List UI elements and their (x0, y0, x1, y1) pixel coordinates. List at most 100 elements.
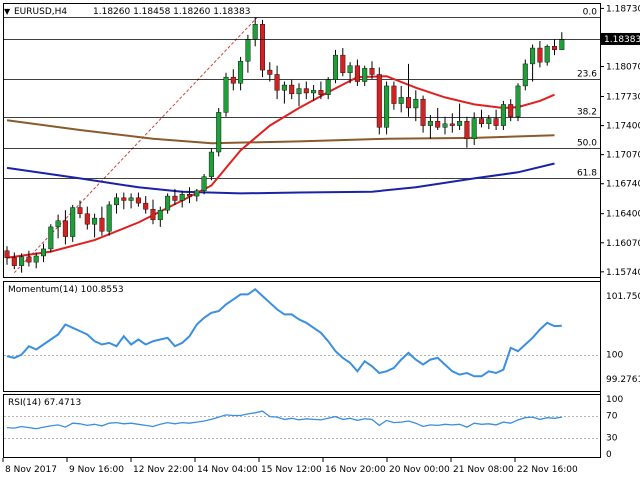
fib-level-label: 23.6 (577, 70, 597, 80)
candle-body (194, 190, 200, 197)
candle-body (384, 85, 390, 128)
candle-body (201, 176, 207, 191)
candle-body (435, 120, 441, 128)
candle-body (84, 213, 90, 225)
candle-body (296, 88, 302, 95)
time-tick-label: 12 Nov 22:00 (133, 465, 194, 475)
candle-body (442, 123, 448, 128)
candle-body (354, 65, 360, 82)
candle-body (537, 47, 543, 63)
candle-body (544, 46, 550, 63)
sma20-line (6, 75, 555, 259)
time-tick-label: 8 Nov 2017 (5, 465, 57, 475)
price-tick-label: 1.18070 (606, 63, 640, 73)
candle-body (508, 104, 514, 117)
sma200-line (6, 162, 555, 195)
candle-body (26, 256, 32, 263)
candle-body (41, 248, 47, 257)
time-tick-label: 9 Nov 16:00 (69, 465, 124, 475)
rsi-title: RSI(14) 67.4713 (8, 398, 81, 408)
time-tick-label: 16 Nov 20:00 (325, 465, 386, 475)
candle-body (500, 104, 506, 126)
candle-body (165, 195, 171, 211)
candle-body (157, 209, 163, 221)
rsi-tick-label: 30 (606, 434, 618, 444)
axis-labels-layer: 1.18730 1.18070 1.17730 1.17400 1.17070 1.167… (2, 4, 640, 475)
candle-body (406, 97, 412, 109)
candle-body (150, 209, 156, 221)
momentum-tick-label: 100 (606, 351, 623, 361)
candle-body (347, 65, 353, 73)
candle-body (70, 207, 76, 237)
candle-body (530, 47, 536, 65)
symbol-dropdown-icon[interactable]: ▼ (4, 7, 11, 16)
momentum-line (6, 288, 562, 378)
sma100-line (6, 119, 555, 145)
candle-body (303, 88, 309, 94)
current-price-box (601, 32, 640, 45)
candles-layer (4, 17, 565, 273)
momentum-layer: 101.7504 100 99.2761 (4, 288, 640, 385)
candle-body (245, 39, 251, 62)
price-tick-label: 1.16400 (606, 210, 640, 220)
candle-body (281, 84, 287, 91)
candle-body (427, 120, 433, 126)
candle-body (99, 217, 105, 232)
current-price-label: 1.18383 (604, 35, 640, 45)
candle-body (11, 257, 17, 266)
momentum-title: Momentum(14) 100.8553 (8, 285, 124, 295)
candle-body (289, 84, 295, 95)
candle-body (223, 76, 229, 113)
candle-body (252, 24, 258, 40)
candle-body (62, 220, 68, 237)
candle-body (333, 54, 339, 80)
fib-trend-line (13, 16, 258, 274)
candle-body (48, 226, 54, 250)
candle-body (238, 61, 244, 84)
rsi-panel-frame (3, 394, 601, 458)
candle-body (260, 24, 266, 71)
candle-body (369, 68, 375, 75)
candle-body (318, 90, 324, 95)
candle-body (267, 69, 273, 75)
candle-body (33, 255, 39, 263)
candle-body (128, 197, 134, 201)
candle-body (274, 74, 280, 91)
candle-body (340, 54, 346, 73)
moving-average-layer (6, 75, 555, 259)
price-tick-label: 1.17730 (606, 93, 640, 103)
rsi-layer: 100 70 30 0 (4, 395, 623, 460)
price-tick-label: 1.17400 (606, 122, 640, 132)
candle-body (457, 120, 463, 126)
price-tick-label: 1.17070 (606, 151, 640, 161)
candle-body (479, 118, 485, 125)
momentum-tick-label: 99.2761 (606, 375, 640, 385)
candle-body (208, 151, 214, 177)
rsi-tick-label: 0 (606, 450, 612, 460)
rsi-tick-label: 100 (606, 395, 623, 405)
candle-body (186, 194, 192, 197)
price-tick-label: 1.15740 (606, 268, 640, 278)
candle-body (559, 39, 565, 51)
candle-body (362, 68, 368, 82)
fib-level-label: 0.0 (583, 8, 598, 18)
fibonacci-layer: 0.0 23.6 38.2 50.0 61.8 (4, 8, 600, 274)
fib-level-label: 50.0 (577, 139, 597, 149)
candle-body (420, 98, 426, 126)
candle-body (515, 85, 521, 117)
candle-body (522, 63, 528, 87)
candle-body (55, 220, 61, 228)
candle-body (143, 202, 149, 210)
momentum-tick-label: 101.7504 (606, 292, 640, 302)
candle-body (413, 98, 419, 109)
candle-body (376, 74, 382, 128)
candle-body (398, 97, 404, 104)
candle-body (311, 90, 317, 94)
chart-ohlc-values: 1.18260 1.18458 1.18260 1.18383 (93, 7, 250, 17)
time-tick-label: 15 Nov 12:00 (261, 465, 322, 475)
time-tick-label: 22 Nov 16:00 (517, 465, 578, 475)
candle-body (92, 217, 98, 225)
candle-body (77, 207, 83, 214)
candle-body (471, 118, 477, 139)
